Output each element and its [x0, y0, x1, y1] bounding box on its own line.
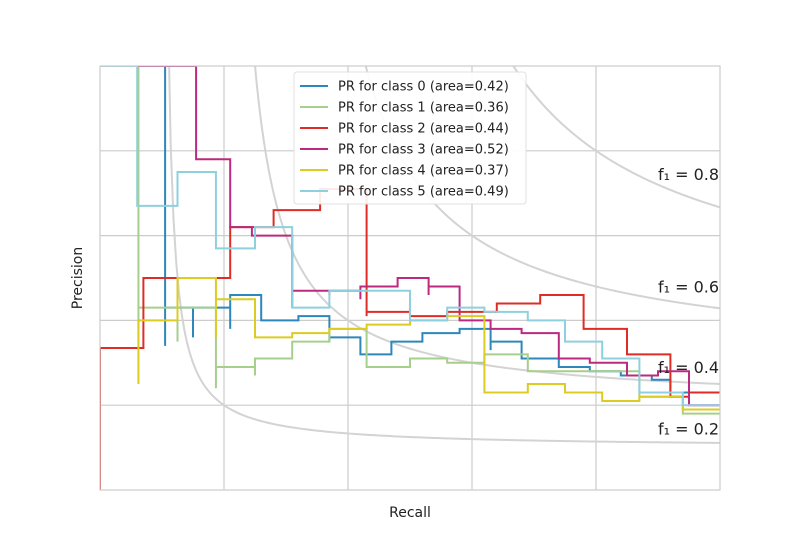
legend-label: PR for class 4 (area=0.37): [338, 164, 509, 179]
plot-frame: [99, 65, 721, 491]
pr-curve-class-3: [100, 66, 720, 407]
pr-curve-class-2: [100, 187, 720, 490]
legend: PR for class 0 (area=0.42) PR for class 1…: [293, 71, 527, 205]
y-axis-label: Precision: [70, 247, 86, 309]
series-group: [100, 66, 720, 490]
iso-f1-label: f₁ = 0.4: [658, 358, 719, 377]
iso-f1-curve: [364, 66, 720, 310]
legend-label: PR for class 1 (area=0.36): [338, 101, 509, 116]
iso-f1-label: f₁ = 0.6: [658, 277, 719, 296]
x-axis-label: Recall: [389, 505, 431, 521]
iso-f1-label: f₁ = 0.2: [658, 420, 719, 439]
iso-f1-label: f₁ = 0.8: [658, 165, 719, 184]
iso-f1-labels: f₁ = 0.8 f₁ = 0.6 f₁ = 0.4 f₁ = 0.2: [658, 165, 719, 438]
legend-label: PR for class 5 (area=0.49): [338, 185, 509, 200]
iso-f1-curve: [168, 66, 720, 444]
pr-curve-class-5: [100, 66, 720, 407]
iso-f1-curve: [512, 66, 720, 209]
legend-box: [293, 71, 527, 205]
legend-label: PR for class 3 (area=0.52): [338, 143, 509, 158]
legend-label: PR for class 0 (area=0.42): [338, 80, 509, 95]
legend-label: PR for class 2 (area=0.44): [338, 122, 509, 137]
pr-curve-class-4: [137, 277, 720, 411]
